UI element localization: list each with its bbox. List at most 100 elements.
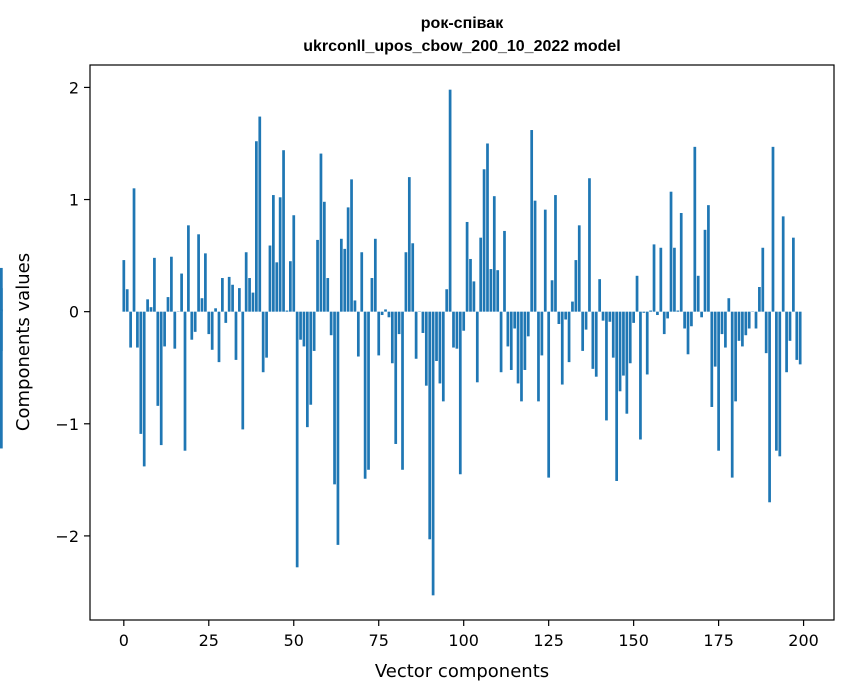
bar [496, 270, 500, 312]
bar [132, 188, 136, 312]
bar [771, 146, 775, 312]
bar [183, 311, 187, 451]
y-tick-label: 0 [69, 303, 79, 322]
bar [717, 311, 720, 451]
y-tick-label: −2 [55, 527, 79, 546]
y-axis-ticks: −2 −1 0 1 2 [55, 78, 90, 546]
bar [509, 311, 513, 370]
bar [214, 308, 217, 312]
bar [543, 209, 547, 312]
bar [679, 213, 683, 312]
bar [343, 248, 347, 312]
bar [441, 311, 445, 402]
bar [673, 247, 676, 312]
bar [261, 311, 265, 373]
bar [482, 169, 486, 312]
bar [526, 311, 530, 337]
bar [594, 311, 598, 377]
bar [764, 311, 768, 354]
bar [170, 256, 173, 312]
bar [720, 311, 724, 335]
bar [272, 195, 275, 312]
bar [255, 141, 258, 312]
bar [316, 239, 319, 312]
bar [785, 311, 788, 373]
bar [798, 311, 802, 365]
bar [356, 311, 360, 357]
bar [445, 289, 449, 312]
bar [0, 309, 3, 312]
x-tick-label: 150 [618, 631, 649, 650]
bar [292, 215, 296, 312]
bar [146, 299, 149, 312]
bar [683, 311, 686, 329]
bar [686, 311, 690, 355]
bar [231, 284, 234, 312]
bar [122, 260, 126, 312]
bar [180, 273, 183, 312]
chart-title: рок-співак [421, 15, 504, 32]
bar [567, 311, 571, 363]
bar [635, 275, 639, 312]
bar [428, 311, 432, 540]
bar [244, 252, 248, 312]
bar [163, 311, 166, 347]
x-tick-label: 100 [448, 631, 479, 650]
bar [377, 311, 381, 356]
bar [628, 311, 632, 364]
bar [520, 311, 523, 402]
x-tick-label: 175 [703, 631, 734, 650]
bar [540, 311, 544, 356]
bar [431, 311, 435, 596]
bar [710, 311, 714, 407]
bar [761, 247, 765, 312]
bar [156, 311, 160, 406]
bar [295, 311, 299, 568]
bar [289, 261, 292, 312]
bar [554, 195, 557, 312]
bar [588, 178, 591, 312]
bar [149, 307, 153, 312]
bar [305, 311, 309, 428]
bar [724, 311, 727, 348]
bar [598, 279, 602, 312]
y-tick-label: 2 [69, 78, 79, 97]
bar [605, 311, 608, 421]
bar [469, 258, 472, 312]
bar [299, 311, 302, 340]
bar [452, 311, 455, 348]
bar [282, 150, 285, 312]
y-axis-label: Components values [13, 253, 34, 431]
bar [217, 311, 221, 363]
bar [503, 230, 506, 312]
bar [645, 311, 649, 375]
bar [530, 130, 534, 312]
bar [350, 179, 353, 312]
bar [625, 311, 629, 414]
bar [193, 311, 197, 332]
bar [173, 311, 177, 349]
bar [696, 275, 700, 312]
x-tick-label: 75 [369, 631, 389, 650]
bar [0, 311, 3, 351]
x-tick-label: 25 [199, 631, 219, 650]
x-tick-label: 50 [284, 631, 304, 650]
bar [639, 311, 642, 440]
bar [251, 292, 255, 312]
bar [768, 311, 771, 503]
bar [373, 238, 377, 312]
bar [435, 311, 438, 361]
bar [197, 234, 200, 312]
bar [0, 267, 3, 312]
bar [492, 196, 496, 312]
bar [207, 311, 211, 335]
bar [407, 177, 411, 312]
bar [285, 310, 289, 312]
bar [475, 311, 479, 383]
bar [703, 229, 707, 312]
bar [581, 311, 585, 351]
bar [336, 311, 340, 545]
bar [312, 311, 316, 351]
bar [486, 143, 489, 312]
